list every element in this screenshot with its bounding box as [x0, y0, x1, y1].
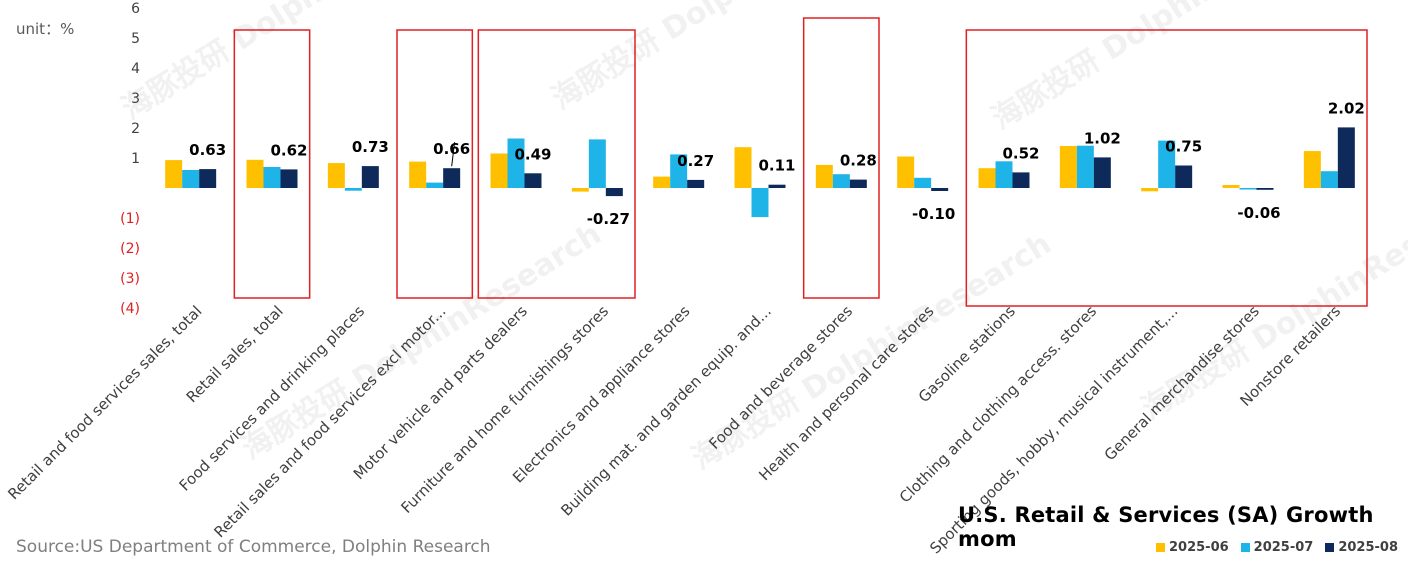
- legend-item-2025-07: 2025-07: [1240, 540, 1314, 555]
- bar-2025-06-7: [734, 147, 752, 188]
- bar-2025-07-0: [182, 170, 200, 188]
- highlight-box: [477, 29, 636, 299]
- chart-title: U.S. Retail & Services (SA) Growth mom: [958, 503, 1374, 551]
- bar-2025-06-12: [1141, 188, 1159, 192]
- bar-2025-07-12: [1158, 140, 1176, 188]
- highlight-box: [965, 29, 1368, 307]
- bar-2025-06-0: [165, 160, 183, 188]
- x-tick-label: General merchandise stores: [1101, 302, 1263, 464]
- bar-2025-07-10: [995, 161, 1013, 188]
- legend-swatch: [1156, 543, 1165, 552]
- bar-2025-07-7: [751, 188, 769, 218]
- data-label: 0.27: [677, 152, 714, 170]
- bar-2025-07-8: [832, 174, 850, 188]
- bar-2025-07-9: [914, 177, 932, 188]
- y-tick-label: 6: [131, 1, 140, 17]
- y-tick-label: 5: [131, 31, 140, 47]
- highlight-box: [802, 17, 880, 299]
- watermark-text: 海豚投研 DolphinResearch: [686, 226, 1058, 476]
- bar-2025-08-10: [1012, 172, 1030, 188]
- data-label: 0.62: [270, 141, 307, 159]
- legend-item-2025-06: 2025-06: [1156, 540, 1229, 555]
- bar-2025-06-10: [978, 168, 996, 188]
- bar-2025-08-7: [768, 184, 786, 188]
- bar-2025-07-2: [344, 188, 362, 191]
- bar-2025-08-6: [687, 179, 705, 188]
- bar-2025-08-12: [1175, 165, 1193, 188]
- bar-2025-08-9: [931, 188, 949, 191]
- data-label: 0.66: [433, 140, 470, 158]
- bar-2025-06-2: [327, 163, 345, 188]
- bar-2025-06-4: [490, 153, 508, 188]
- watermark-text: 海豚投研 DolphinResearch: [116, 0, 488, 127]
- y-tick-label: 4: [131, 61, 140, 77]
- bar-2025-08-14: [1337, 127, 1355, 188]
- bar-2025-06-9: [897, 156, 915, 188]
- bar-2025-06-1: [246, 159, 264, 188]
- data-label: 0.49: [514, 145, 551, 163]
- data-label: -0.27: [587, 210, 630, 228]
- bar-2025-08-0: [199, 169, 217, 188]
- source-note: Source:US Department of Commerce, Dolphi…: [16, 537, 491, 557]
- data-label: -0.10: [912, 205, 955, 223]
- bar-2025-08-5: [605, 188, 623, 197]
- bar-2025-07-6: [670, 154, 688, 188]
- data-label: 1.02: [1084, 129, 1121, 147]
- watermark-text: 海豚投研 DolphinResearch: [986, 0, 1358, 137]
- x-tick-label: Retail and food services sales, total: [4, 302, 205, 503]
- unit-label: unit：%: [16, 20, 75, 38]
- bar-2025-07-5: [588, 139, 606, 188]
- data-label: 0.73: [352, 138, 389, 156]
- data-label: 0.63: [189, 141, 226, 159]
- bar-2025-06-6: [653, 176, 671, 188]
- data-label: 0.75: [1165, 138, 1202, 156]
- bar-2025-06-5: [571, 188, 589, 192]
- legend-item-2025-08: 2025-08: [1325, 540, 1398, 555]
- bar-2025-07-13: [1239, 188, 1257, 190]
- highlight-box: [233, 29, 311, 299]
- legend-label: 2025-08: [1338, 540, 1399, 555]
- x-tick-label: Electronics and appliance stores: [509, 302, 694, 487]
- y-tick-label: 3: [131, 91, 140, 107]
- y-tick-label: (3): [120, 271, 140, 287]
- y-tick-label: (2): [120, 241, 140, 257]
- data-label: 2.02: [1328, 99, 1365, 117]
- bar-2025-08-3: [443, 168, 461, 188]
- bar-2025-08-2: [361, 166, 379, 188]
- legend-label: 2025-07: [1253, 540, 1314, 555]
- bar-2025-06-8: [815, 164, 833, 188]
- data-label: 0.11: [758, 157, 795, 175]
- bar-2025-07-4: [507, 138, 525, 188]
- legend-label: 2025-06: [1169, 540, 1229, 555]
- data-label: 0.52: [1002, 144, 1039, 162]
- bar-2025-06-3: [409, 161, 427, 188]
- data-label: 0.28: [840, 152, 877, 170]
- bar-2025-07-11: [1076, 145, 1094, 188]
- y-tick-label: (4): [120, 301, 140, 317]
- bar-2025-08-11: [1093, 157, 1111, 188]
- legend-swatch: [1325, 543, 1335, 552]
- bar-2025-07-3: [426, 182, 444, 188]
- data-label: -0.06: [1237, 204, 1280, 222]
- bar-2025-07-14: [1320, 171, 1338, 188]
- bar-2025-08-8: [849, 179, 867, 188]
- bar-2025-06-13: [1222, 185, 1240, 188]
- bar-2025-08-4: [524, 173, 542, 188]
- y-tick-label: 1: [131, 151, 140, 167]
- bar-2025-06-14: [1303, 151, 1321, 188]
- highlight-box: [396, 29, 474, 299]
- legend-swatch: [1240, 543, 1250, 552]
- bar-2025-08-1: [280, 169, 298, 188]
- leader-line: [451, 142, 456, 167]
- bar-2025-08-13: [1256, 188, 1274, 190]
- bar-2025-07-1: [263, 167, 281, 188]
- y-tick-label: 2: [131, 121, 140, 137]
- y-tick-label: (1): [120, 211, 140, 227]
- bar-2025-06-11: [1059, 146, 1077, 188]
- legend: 2025-06 2025-07 2025-08: [1156, 540, 1398, 555]
